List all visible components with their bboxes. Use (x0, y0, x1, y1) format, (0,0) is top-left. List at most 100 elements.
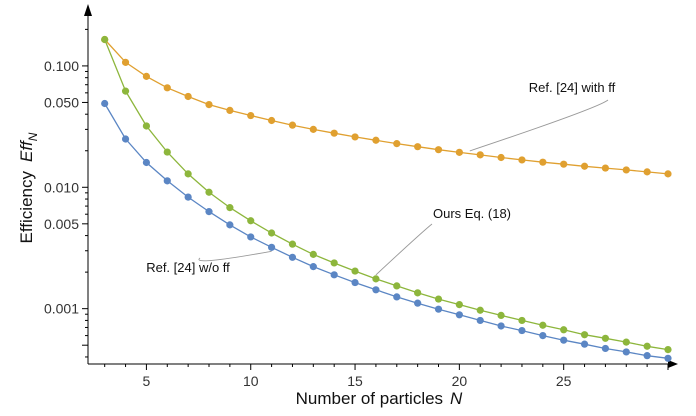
data-point (601, 334, 610, 342)
annotation-leader (375, 223, 433, 276)
data-point (330, 259, 338, 267)
data-point (455, 301, 463, 309)
data-point (580, 340, 589, 348)
data-point (622, 166, 630, 174)
data-point (476, 316, 484, 325)
data-point (226, 204, 234, 212)
data-point (601, 164, 610, 172)
series-line (104, 39, 669, 175)
data-point (288, 253, 297, 261)
data-point (121, 87, 130, 95)
data-point (434, 305, 443, 313)
data-point (226, 106, 234, 114)
data-point (142, 158, 151, 167)
data-point (497, 311, 505, 319)
data-point (455, 311, 463, 319)
data-point (601, 344, 610, 353)
data-point (434, 146, 443, 154)
data-point (184, 193, 192, 201)
data-point (267, 229, 276, 237)
data-point (518, 316, 526, 325)
data-point (643, 342, 651, 350)
data-point (414, 143, 422, 151)
annotation-leader (469, 99, 609, 152)
y-axis-title: EfficiencyEffN (17, 132, 40, 243)
data-point (372, 275, 380, 283)
x-axis-arrow (668, 360, 678, 368)
data-point (518, 326, 526, 335)
x-tick-label: 10 (243, 373, 259, 389)
data-point (163, 148, 171, 156)
data-point (288, 240, 297, 248)
series-0 (101, 35, 672, 178)
annotations: Ref. [24] with ff Ours Eq. (18) Ref. [24] … (146, 80, 616, 276)
data-point (372, 286, 380, 294)
data-point (560, 336, 568, 344)
x-tick-label: 5 (143, 373, 151, 389)
data-point (205, 208, 213, 216)
data-point (476, 151, 484, 159)
data-point (539, 331, 547, 340)
data-point (497, 322, 505, 330)
data-point (101, 35, 109, 44)
axes: 5 10 15 20 25 0.100 0.050 0.010 0.005 0.001 (44, 4, 678, 389)
annotation-label: Ours Eq. (18) (433, 206, 511, 221)
series-line (104, 103, 669, 359)
data-point (539, 158, 547, 166)
data-point (643, 352, 651, 360)
data-point (163, 177, 171, 185)
y-tick-label: 0.001 (44, 301, 79, 317)
data-point (580, 331, 589, 339)
data-point (414, 299, 422, 307)
data-point (288, 121, 297, 129)
data-point (622, 338, 630, 346)
data-point (309, 125, 317, 133)
data-point (247, 111, 255, 120)
data-point (101, 99, 109, 108)
y-tick-label: 0.100 (44, 58, 79, 74)
x-tick-label: 15 (347, 373, 363, 389)
data-point (184, 170, 192, 178)
data-point (121, 58, 130, 66)
data-point (455, 148, 463, 156)
data-point (330, 271, 338, 279)
data-point (351, 267, 359, 275)
x-tick-label: 25 (556, 373, 572, 389)
data-point (267, 116, 276, 125)
data-point (414, 289, 422, 297)
series-2 (101, 99, 672, 362)
data-point (560, 326, 568, 334)
data-point (643, 168, 651, 176)
data-point (330, 129, 338, 137)
data-point (267, 243, 276, 251)
data-point (163, 84, 171, 92)
data-point (142, 72, 151, 80)
data-point (372, 136, 380, 144)
data-point (184, 92, 192, 101)
data-point (226, 221, 234, 229)
data-point (247, 217, 255, 225)
series-1 (101, 35, 672, 354)
data-point (664, 345, 672, 354)
data-point (309, 263, 317, 271)
data-point (560, 160, 568, 168)
data-point (580, 162, 589, 170)
y-axis-arrow (84, 4, 92, 16)
data-point (247, 233, 255, 241)
data-point (205, 188, 213, 196)
data-point (351, 278, 359, 287)
data-point (393, 140, 401, 148)
data-point (205, 101, 213, 109)
data-point (622, 348, 630, 356)
series-layer (101, 35, 672, 362)
data-point (518, 156, 526, 164)
data-point (664, 170, 672, 178)
series-line (104, 39, 669, 351)
y-tick-label: 0.005 (44, 216, 79, 232)
data-point (309, 250, 317, 258)
data-point (497, 153, 505, 162)
annotation-label: Ref. [24] with ff (529, 80, 616, 95)
annotation-label: Ref. [24] w/o ff (146, 260, 230, 275)
